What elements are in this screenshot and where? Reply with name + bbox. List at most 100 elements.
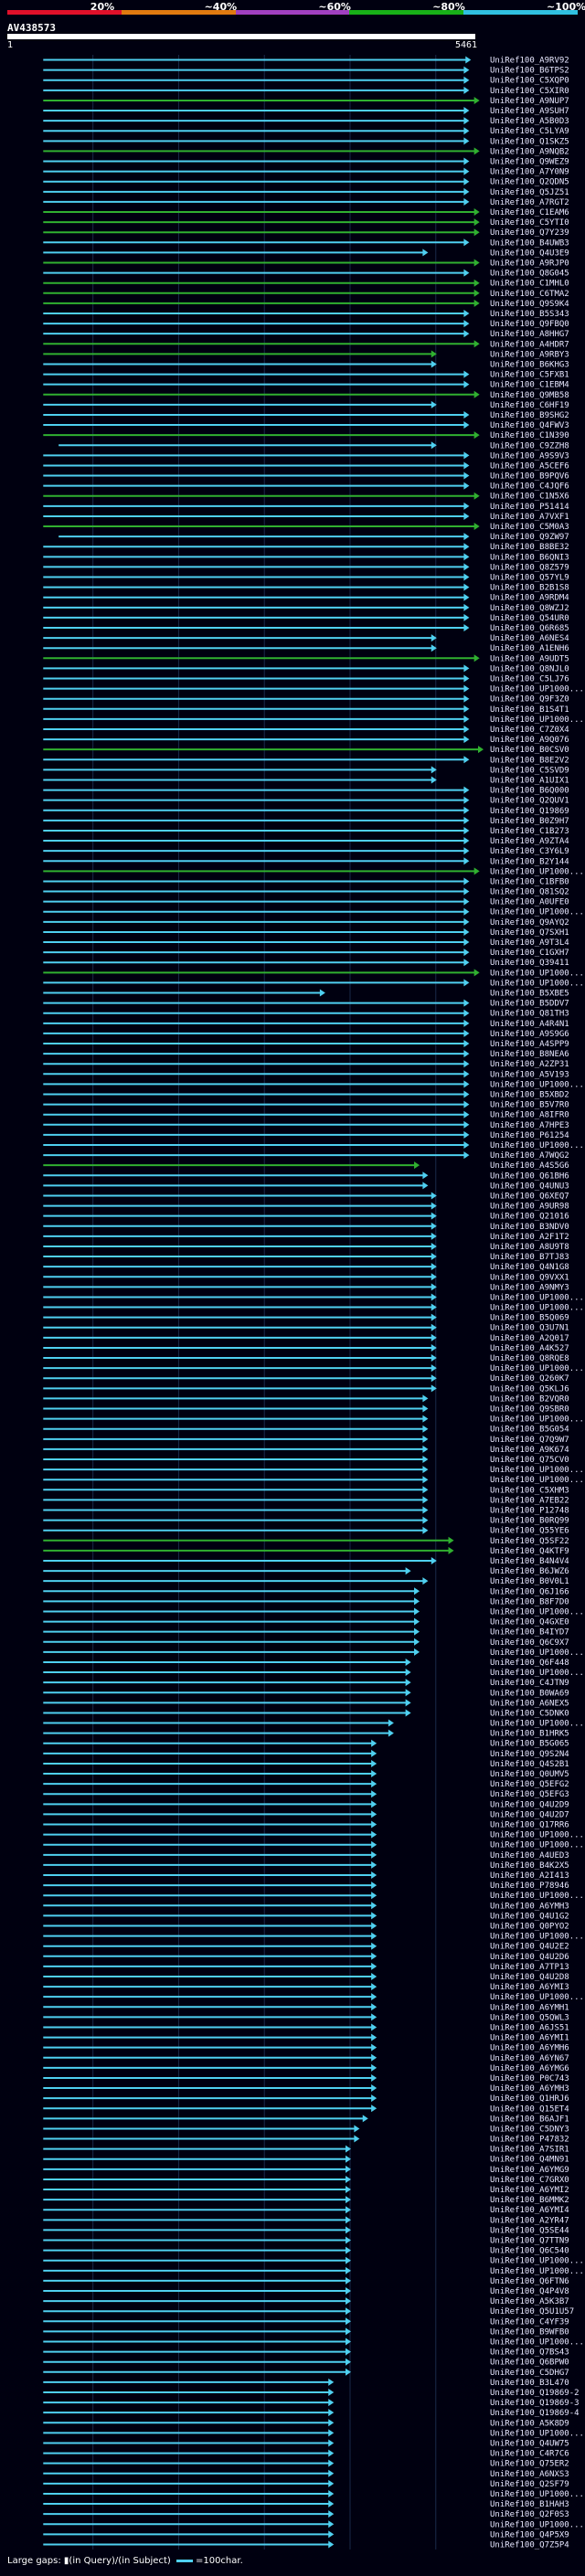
hit-label[interactable]: UniRef100_Q4UNU3 — [490, 1182, 569, 1191]
hit-label[interactable]: UniRef100_C1GXH7 — [490, 949, 569, 958]
hit-label[interactable]: UniRef100_Q5EFG3 — [490, 1790, 569, 1799]
hit-label[interactable]: UniRef100_UP1000... — [490, 908, 584, 917]
hit-label[interactable]: UniRef100_B8F7D0 — [490, 1597, 569, 1606]
hit-label[interactable]: UniRef100_Q19869-3 — [490, 2399, 580, 2408]
hit-label[interactable]: UniRef100_UP1000... — [490, 2267, 584, 2276]
hit-label[interactable]: UniRef100_C5M0A3 — [490, 523, 569, 532]
hit-label[interactable]: UniRef100_Q7BS43 — [490, 2348, 569, 2358]
hit-label[interactable]: UniRef100_Q4N1G8 — [490, 1263, 569, 1272]
hit-label[interactable]: UniRef100_UP1000... — [490, 1304, 584, 1313]
hit-label[interactable]: UniRef100_A4SPP9 — [490, 1040, 569, 1049]
hit-label[interactable]: UniRef100_A6YMI2 — [490, 2186, 569, 2195]
hit-label[interactable]: UniRef100_Q260K7 — [490, 1374, 569, 1383]
hit-label[interactable]: UniRef100_C4R7C6 — [490, 2450, 569, 2459]
hit-label[interactable]: UniRef100_B4K2X5 — [490, 1861, 569, 1871]
hit-label[interactable]: UniRef100_Q4U1G2 — [490, 1912, 569, 1921]
hit-label[interactable]: UniRef100_A6YMG6 — [490, 2064, 569, 2073]
hit-label[interactable]: UniRef100_A7RGT2 — [490, 198, 569, 207]
hit-label[interactable]: UniRef100_Q8Z579 — [490, 563, 569, 572]
hit-label[interactable]: UniRef100_Q5SF22 — [490, 1537, 569, 1546]
hit-label[interactable]: UniRef100_A9RJP0 — [490, 260, 569, 269]
hit-label[interactable]: UniRef100_UP1000... — [490, 1293, 584, 1302]
hit-label[interactable]: UniRef100_B0CSV0 — [490, 746, 569, 755]
hit-label[interactable]: UniRef100_A9Q076 — [490, 736, 569, 745]
hit-label[interactable]: UniRef100_UP1000... — [490, 1993, 584, 2002]
hit-label[interactable]: UniRef100_B0V0L1 — [490, 1577, 569, 1586]
hit-label[interactable]: UniRef100_B5XBE5 — [490, 990, 569, 999]
hit-label[interactable]: UniRef100_B8BE32 — [490, 543, 569, 552]
hit-label[interactable]: UniRef100_Q8NJL0 — [490, 664, 569, 673]
hit-label[interactable]: UniRef100_Q9VXX1 — [490, 1273, 569, 1282]
hit-label[interactable]: UniRef100_Q81SQ2 — [490, 888, 569, 897]
hit-label[interactable]: UniRef100_A7WQG2 — [490, 1151, 569, 1161]
hit-label[interactable]: UniRef100_Q6XEQ7 — [490, 1192, 569, 1201]
hit-label[interactable]: UniRef100_C4YF39 — [490, 2317, 569, 2327]
hit-label[interactable]: UniRef100_Q6F448 — [490, 1659, 569, 1668]
hit-label[interactable]: UniRef100_Q2QUV1 — [490, 797, 569, 806]
hit-label[interactable]: UniRef100_B6MMK2 — [490, 2196, 569, 2205]
hit-label[interactable]: UniRef100_Q21016 — [490, 1213, 569, 1222]
hit-label[interactable]: UniRef100_C7Z0X4 — [490, 726, 569, 735]
hit-label[interactable]: UniRef100_UP1000... — [490, 1933, 584, 1942]
hit-label[interactable]: UniRef100_Q5SE44 — [490, 2226, 569, 2235]
hit-label[interactable]: UniRef100_UP1000... — [490, 685, 584, 694]
hit-label[interactable]: UniRef100_C1MHL0 — [490, 280, 569, 289]
hit-label[interactable]: UniRef100_B9PQV6 — [490, 472, 569, 482]
hit-label[interactable]: UniRef100_A7SIR1 — [490, 2146, 569, 2155]
hit-label[interactable]: UniRef100_B9SHG2 — [490, 411, 569, 420]
hit-label[interactable]: UniRef100_Q61BH6 — [490, 1171, 569, 1181]
hit-label[interactable]: UniRef100_UP1000... — [490, 1669, 584, 1678]
hit-label[interactable]: UniRef100_A9RBY3 — [490, 350, 569, 359]
hit-label[interactable]: UniRef100_Q7TTN9 — [490, 2237, 569, 2246]
hit-label[interactable]: UniRef100_B8E2V2 — [490, 756, 569, 765]
hit-label[interactable]: UniRef100_UP1000... — [490, 1080, 584, 1089]
hit-label[interactable]: UniRef100_A7Y0N9 — [490, 168, 569, 177]
hit-label[interactable]: UniRef100_UP1000... — [490, 1831, 584, 1840]
hit-label[interactable]: UniRef100_C5FXB1 — [490, 371, 569, 380]
hit-label[interactable]: UniRef100_Q0UMV5 — [490, 1770, 569, 1779]
hit-label[interactable]: UniRef100_UP1000... — [490, 1415, 584, 1425]
hit-label[interactable]: UniRef100_Q4U2D7 — [490, 1810, 569, 1819]
hit-label[interactable]: UniRef100_Q4GXE0 — [490, 1618, 569, 1627]
hit-label[interactable]: UniRef100_Q6BPW0 — [490, 2359, 569, 2368]
hit-label[interactable]: UniRef100_UP1000... — [490, 1476, 584, 1485]
hit-label[interactable]: UniRef100_A9NUP7 — [490, 97, 569, 106]
hit-label[interactable]: UniRef100_A0UFE0 — [490, 898, 569, 907]
hit-label[interactable]: UniRef100_UP1000... — [490, 1720, 584, 1729]
hit-label[interactable]: UniRef100_Q7Z5P4 — [490, 2540, 569, 2549]
hit-label[interactable]: UniRef100_Q2SF79 — [490, 2480, 569, 2489]
hit-label[interactable]: UniRef100_Q1SKZ5 — [490, 137, 569, 146]
hit-label[interactable]: UniRef100_A9UDT5 — [490, 654, 569, 663]
hit-label[interactable]: UniRef100_Q5QWL3 — [490, 2013, 569, 2022]
hit-label[interactable]: UniRef100_A7EB22 — [490, 1496, 569, 1505]
hit-label[interactable]: UniRef100_Q5KLJ6 — [490, 1384, 569, 1394]
hit-label[interactable]: UniRef100_Q19869 — [490, 807, 569, 816]
hit-label[interactable]: UniRef100_B5V7R0 — [490, 1101, 569, 1110]
hit-label[interactable]: UniRef100_B5G054 — [490, 1426, 569, 1435]
hit-label[interactable]: UniRef100_Q4UW75 — [490, 2439, 569, 2448]
hit-label[interactable]: UniRef100_C4JTN9 — [490, 1679, 569, 1688]
hit-label[interactable]: UniRef100_A8IFR0 — [490, 1111, 569, 1120]
hit-label[interactable]: UniRef100_A9ZTA4 — [490, 837, 569, 846]
hit-label[interactable]: UniRef100_A9RV92 — [490, 57, 569, 66]
hit-label[interactable]: UniRef100_Q5EFG2 — [490, 1780, 569, 1789]
hit-label[interactable]: UniRef100_A1UIX1 — [490, 776, 569, 785]
hit-label[interactable]: UniRef100_Q9AYQ2 — [490, 918, 569, 928]
hit-label[interactable]: UniRef100_Q39411 — [490, 959, 569, 968]
hit-label[interactable]: UniRef100_A2F1T2 — [490, 1233, 569, 1242]
hit-label[interactable]: UniRef100_B1HRK5 — [490, 1730, 569, 1739]
hit-label[interactable]: UniRef100_A6YN67 — [490, 2054, 569, 2063]
hit-label[interactable]: UniRef100_Q8G045 — [490, 270, 569, 279]
hit-label[interactable]: UniRef100_A6JS51 — [490, 2023, 569, 2032]
hit-label[interactable]: UniRef100_C1EAM6 — [490, 208, 569, 217]
hit-label[interactable]: UniRef100_B3NDV0 — [490, 1223, 569, 1232]
hit-label[interactable]: UniRef100_B6Q000 — [490, 787, 569, 796]
hit-label[interactable]: UniRef100_UP1000... — [490, 969, 584, 978]
hit-label[interactable]: UniRef100_UP1000... — [490, 2338, 584, 2348]
hit-label[interactable]: UniRef100_UP1000... — [490, 2490, 584, 2499]
hit-label[interactable]: UniRef100_A6NEX5 — [490, 1699, 569, 1708]
hit-label[interactable]: UniRef100_Q6C9X7 — [490, 1638, 569, 1648]
hit-label[interactable]: UniRef100_C1BFB0 — [490, 877, 569, 886]
hit-label[interactable]: UniRef100_A8HHG7 — [490, 330, 569, 339]
hit-label[interactable]: UniRef100_Q7Y239 — [490, 228, 569, 238]
